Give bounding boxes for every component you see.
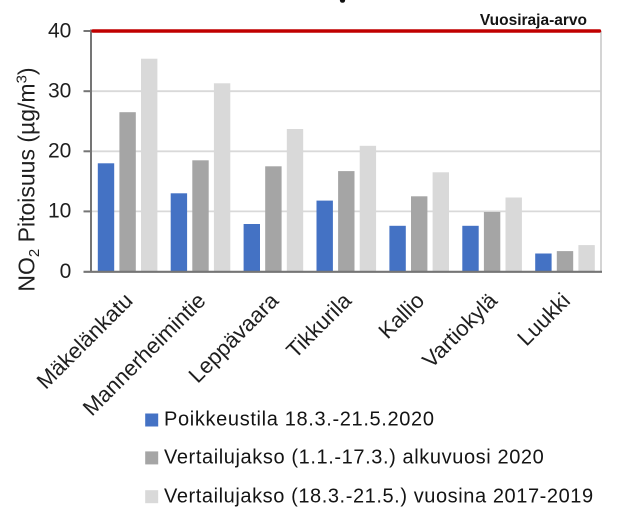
svg-text:20: 20 xyxy=(48,140,71,163)
svg-text:30: 30 xyxy=(48,80,71,103)
svg-text:10: 10 xyxy=(48,200,71,223)
svg-text:40: 40 xyxy=(48,19,71,42)
svg-text:0: 0 xyxy=(60,260,72,283)
svg-text:Vertailujakso (1.1.-17.3.) alk: Vertailujakso (1.1.-17.3.) alkuvuosi 202… xyxy=(164,447,544,469)
svg-text:Vuosiraja-arvo: Vuosiraja-arvo xyxy=(480,12,587,29)
svg-text:Vertailujakso (18.3.-21.5.) vu: Vertailujakso (18.3.-21.5.) vuosina 2017… xyxy=(164,485,594,507)
svg-text:Poikkeustila 18.3.-21.5.2020: Poikkeustila 18.3.-21.5.2020 xyxy=(164,409,435,431)
svg-text:NO2 Pitoisuus (µg/m3): NO2 Pitoisuus (µg/m3) xyxy=(14,67,44,291)
